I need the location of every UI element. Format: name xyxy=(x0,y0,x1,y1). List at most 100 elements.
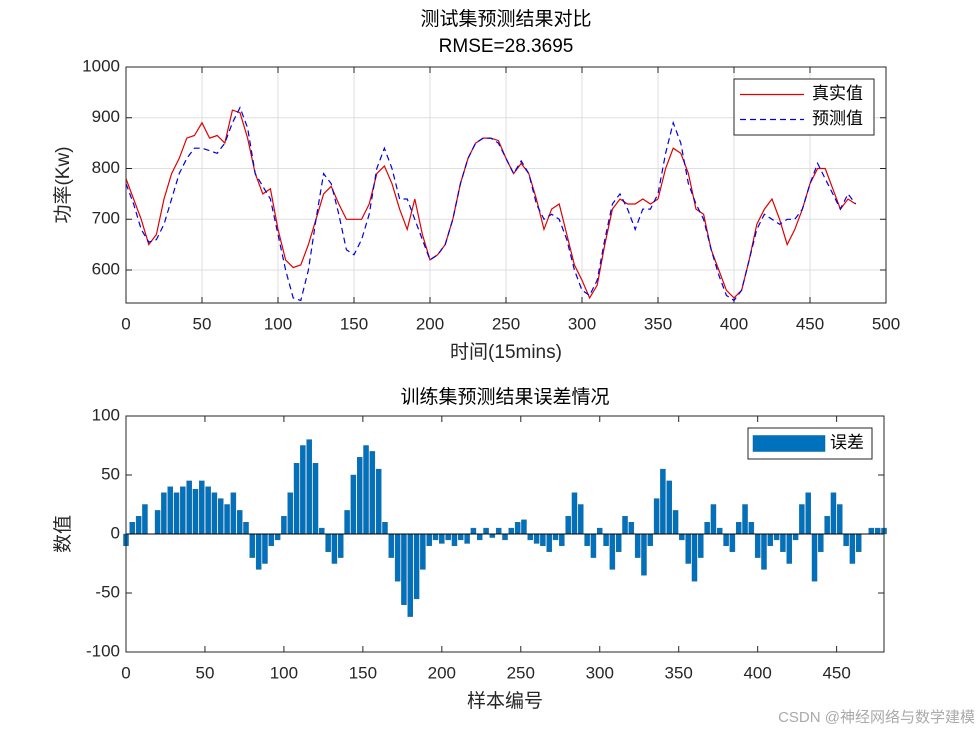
y-tick-label: 1000 xyxy=(82,56,120,75)
bar xyxy=(717,527,723,535)
bar xyxy=(584,533,590,547)
bar xyxy=(565,516,571,535)
bar xyxy=(786,533,792,564)
bar xyxy=(470,527,477,535)
bar xyxy=(211,492,218,535)
x-tick-label: 300 xyxy=(586,663,614,682)
bar xyxy=(129,522,136,535)
y-tick-label: 800 xyxy=(92,158,120,177)
x-tick-label: 450 xyxy=(822,663,850,682)
chart-title: 训练集预测结果误差情况 xyxy=(400,386,609,408)
x-tick-label: 100 xyxy=(264,314,292,333)
bar xyxy=(672,510,679,535)
bar xyxy=(230,492,237,535)
bar xyxy=(439,533,445,544)
bar xyxy=(312,463,319,535)
y-tick-label: 0 xyxy=(111,523,120,542)
bar xyxy=(331,533,338,564)
bar xyxy=(363,445,369,535)
bar xyxy=(546,533,552,552)
legend-label: 预测值 xyxy=(812,109,863,128)
bar xyxy=(495,527,502,535)
chart-title: 测试集预测结果对比 xyxy=(420,8,591,30)
bar xyxy=(432,533,439,541)
bar xyxy=(578,504,584,535)
bar xyxy=(205,486,211,535)
x-axis-label: 样本编号 xyxy=(467,690,543,712)
bar xyxy=(154,510,161,535)
bar xyxy=(666,480,672,535)
bar xyxy=(451,533,458,547)
x-tick-label: 250 xyxy=(492,314,520,333)
bar xyxy=(142,504,148,535)
bar xyxy=(647,533,654,547)
bar xyxy=(135,516,142,535)
bar xyxy=(830,492,837,535)
bar xyxy=(489,533,496,538)
bar xyxy=(685,533,691,564)
bar xyxy=(856,533,862,552)
bar xyxy=(818,533,824,552)
watermark: CSDN @神经网络与数学建模 xyxy=(778,709,975,726)
y-tick-label: 100 xyxy=(92,405,120,424)
bar xyxy=(464,533,470,544)
bar xyxy=(735,522,742,535)
x-tick-label: 400 xyxy=(720,314,748,333)
bar xyxy=(382,522,388,535)
x-tick-label: 350 xyxy=(644,314,672,333)
bar xyxy=(274,533,281,541)
bar xyxy=(344,510,350,535)
bar xyxy=(805,492,811,535)
bar xyxy=(874,527,881,535)
bar xyxy=(780,533,786,552)
x-tick-label: 400 xyxy=(743,663,771,682)
bar xyxy=(609,533,616,570)
bar xyxy=(514,522,521,535)
bar xyxy=(754,533,761,558)
x-tick-label: 50 xyxy=(195,663,214,682)
bar xyxy=(394,533,401,582)
axes-box xyxy=(125,66,887,304)
bar xyxy=(811,533,818,582)
bar xyxy=(527,533,533,541)
y-tick-label: 900 xyxy=(92,107,120,126)
bar xyxy=(388,533,395,558)
bar xyxy=(243,522,249,535)
bar xyxy=(186,480,192,535)
bar xyxy=(723,533,729,547)
bar xyxy=(180,486,186,535)
y-tick-label: 700 xyxy=(92,209,120,228)
x-axis-label: 时间(15mins) xyxy=(450,341,562,363)
bar xyxy=(445,533,451,541)
bar xyxy=(761,533,767,570)
bar xyxy=(773,533,780,541)
x-tick-label: 250 xyxy=(507,663,535,682)
bar xyxy=(615,533,622,552)
x-tick-label: 50 xyxy=(193,314,212,333)
bar xyxy=(571,492,578,535)
bar xyxy=(660,468,666,535)
bar xyxy=(603,533,609,547)
bar xyxy=(356,457,363,535)
bar xyxy=(426,533,432,547)
bar xyxy=(306,439,312,535)
legend-label: 误差 xyxy=(830,433,864,452)
x-tick-label: 100 xyxy=(270,663,298,682)
bar xyxy=(483,527,489,535)
bar xyxy=(533,533,540,544)
bar xyxy=(224,504,230,535)
bar xyxy=(281,516,287,535)
bar xyxy=(287,492,293,535)
bar xyxy=(868,527,875,535)
bar xyxy=(375,468,382,535)
bar xyxy=(540,533,546,547)
legend-box xyxy=(733,78,875,136)
x-tick-label: 0 xyxy=(121,314,130,333)
bar xyxy=(767,533,774,547)
x-tick-label: 500 xyxy=(872,314,900,333)
bar xyxy=(641,533,647,576)
bar xyxy=(742,504,748,535)
bar xyxy=(521,519,527,535)
legend-label: 真实值 xyxy=(812,84,863,103)
